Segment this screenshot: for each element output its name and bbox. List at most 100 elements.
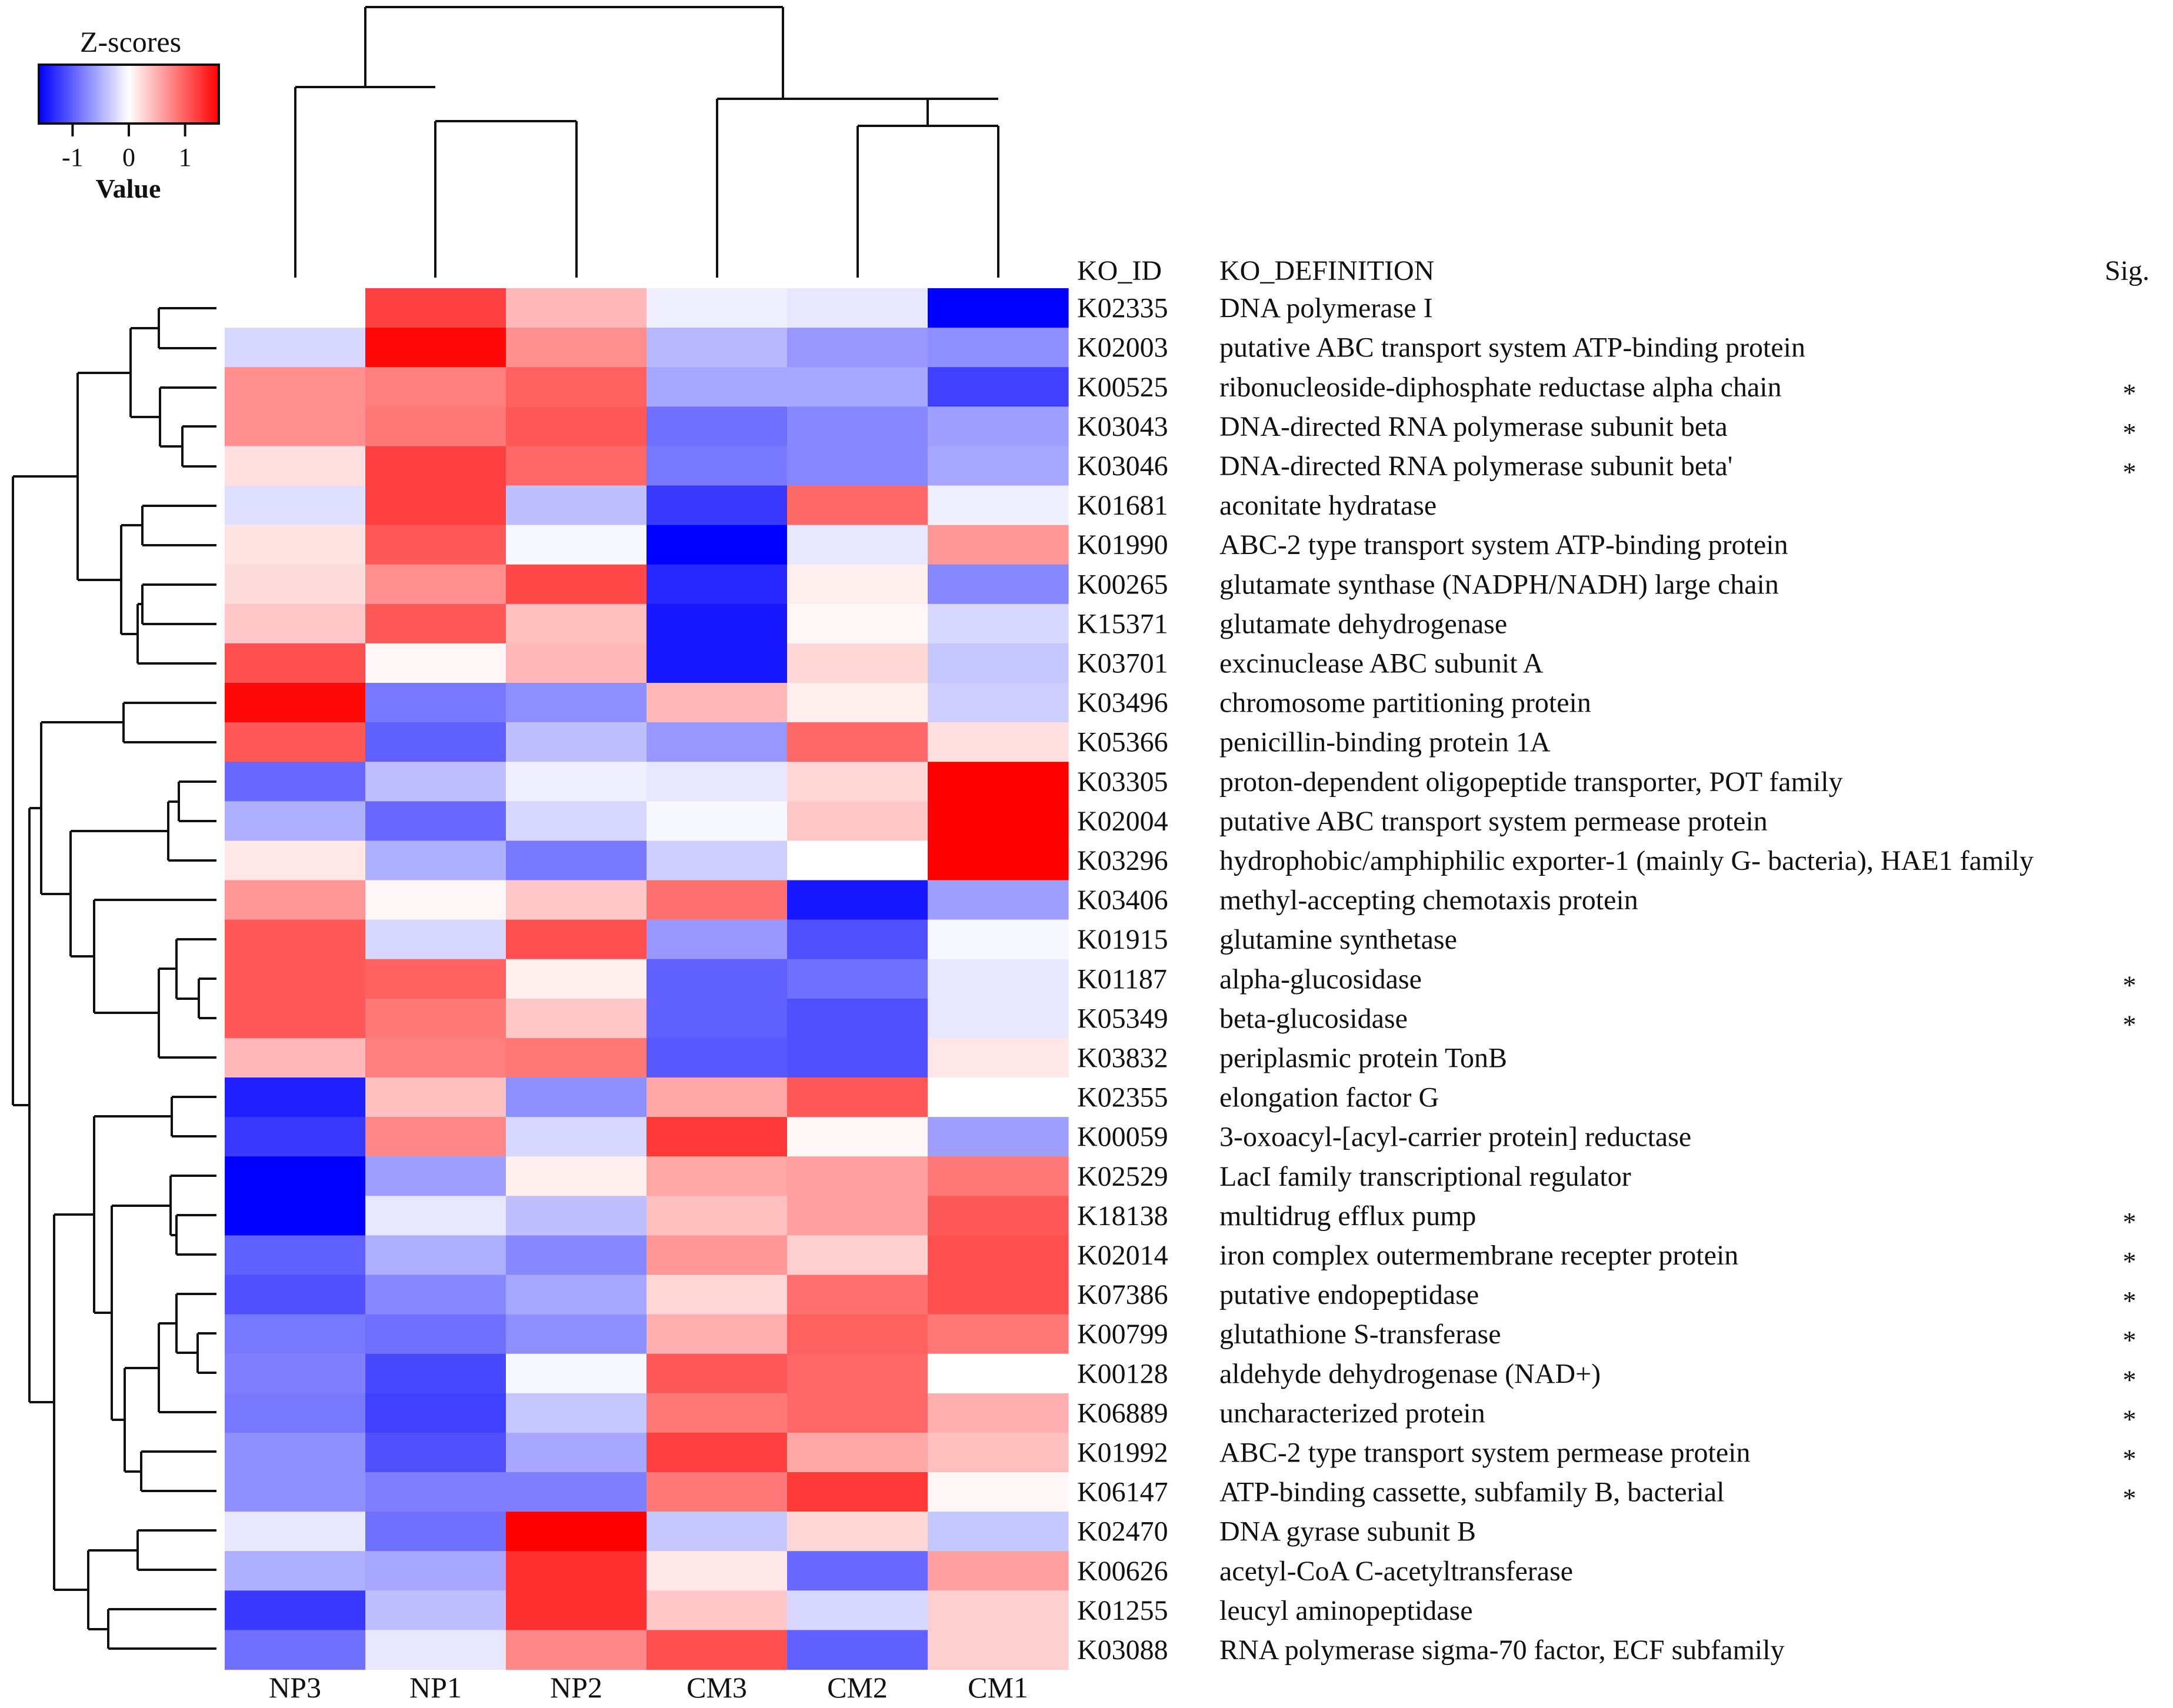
row-label-ko-definition: putative endopeptidase	[1219, 1279, 1479, 1310]
heatmap-cell-K00799-CM1	[928, 1314, 1069, 1355]
row-label-ko-id: K02355	[1077, 1082, 1168, 1113]
heatmap-cell-K06147-NP1	[365, 1472, 506, 1512]
heatmap-cell-K03305-CM1	[928, 762, 1069, 802]
heatmap-cell-K00265-CM3	[646, 564, 788, 605]
heatmap-cell-K03088-CM2	[787, 1630, 928, 1670]
row-label-ko-id: K06147	[1077, 1477, 1168, 1508]
column-label-CM3: CM3	[686, 1671, 747, 1704]
heatmap-cell-K03046-CM3	[646, 446, 788, 486]
heatmap-cell-K18138-NP2	[506, 1196, 647, 1236]
row-label-ko-id: K03088	[1077, 1634, 1168, 1666]
heatmap-cell-K03406-CM2	[787, 880, 928, 920]
heatmap-cell-K02335-NP2	[506, 288, 647, 328]
heatmap-cell-K00059-NP2	[506, 1117, 647, 1157]
column-labels: NP3 NP1 NP2 CM3 CM2 CM1	[269, 1671, 1028, 1704]
heatmap-cell-K03701-NP3	[225, 643, 366, 683]
heatmap-cell-K02470-NP2	[506, 1512, 647, 1552]
row-label-ko-definition: LacI family transcriptional regulator	[1219, 1161, 1631, 1192]
heatmap-cell-K05366-NP3	[225, 722, 366, 762]
significance-marker: *	[2123, 970, 2137, 1000]
heatmap-cell-K05366-NP2	[506, 722, 647, 762]
significance-marker: *	[2123, 1286, 2137, 1316]
heatmap-cell-K03496-CM3	[646, 683, 788, 723]
heatmap-cell-K02014-CM1	[928, 1235, 1069, 1276]
heatmap-cell-K05366-CM3	[646, 722, 788, 762]
heatmap-cell-K03296-CM2	[787, 840, 928, 881]
heatmap-cell-K00265-CM1	[928, 564, 1069, 605]
heatmap-cell-K03701-NP1	[365, 643, 506, 683]
heatmap-cell-K00626-NP2	[506, 1551, 647, 1591]
row-label-ko-id: K01915	[1077, 924, 1168, 955]
heatmap-cell-K18138-NP3	[225, 1196, 366, 1236]
heatmap-cell-K01187-NP1	[365, 959, 506, 999]
row-label-ko-definition: ABC-2 type transport system ATP-binding …	[1219, 529, 1788, 561]
heatmap-cell-K18138-NP1	[365, 1196, 506, 1236]
heatmap-cell-K01992-NP1	[365, 1432, 506, 1473]
heatmap-cell-K01187-CM2	[787, 959, 928, 999]
significance-marker: *	[2123, 378, 2137, 408]
significance-marker: *	[2123, 1325, 2137, 1355]
heatmap-cell-K06147-NP2	[506, 1472, 647, 1512]
heatmap-cell-K02470-CM3	[646, 1512, 788, 1552]
heatmap-cell-K03088-NP1	[365, 1630, 506, 1670]
heatmap-cell-K03088-NP3	[225, 1630, 366, 1670]
row-label-ko-definition: aconitate hydratase	[1219, 490, 1437, 521]
row-label-ko-definition: glutamate synthase (NADPH/NADH) large ch…	[1219, 569, 1779, 600]
heatmap-cell-K01915-CM3	[646, 919, 788, 960]
significance-marker: *	[2123, 1207, 2137, 1237]
heatmap-cell-K02529-NP2	[506, 1156, 647, 1196]
heatmap-cell-K05349-NP3	[225, 998, 366, 1039]
heatmap-cell-K01915-NP2	[506, 919, 647, 960]
row-label-ko-id: K07386	[1077, 1279, 1168, 1310]
heatmap-cell-K01990-CM3	[646, 525, 788, 565]
heatmap-cell-K01681-NP1	[365, 485, 506, 526]
row-dendrogram	[12, 307, 216, 1650]
heatmap-cell-K05349-CM2	[787, 998, 928, 1039]
heatmap-cell-K03496-NP3	[225, 683, 366, 723]
heatmap-cell-K03088-CM3	[646, 1630, 788, 1670]
heatmap-cells	[225, 288, 1069, 1670]
row-label-ko-definition: proton-dependent oligopeptide transporte…	[1219, 766, 1843, 798]
heatmap-cell-K01255-NP1	[365, 1590, 506, 1630]
heatmap-cell-K00128-NP3	[225, 1353, 366, 1394]
heatmap-cell-K03701-CM2	[787, 643, 928, 683]
row-label-ko-id: K00128	[1077, 1358, 1168, 1389]
heatmap-cell-K01187-CM3	[646, 959, 788, 999]
heatmap-cell-K07386-NP2	[506, 1275, 647, 1315]
legend-axis-label: Value	[96, 174, 161, 204]
row-label-ko-id: K03296	[1077, 845, 1168, 876]
heatmap-cell-K15371-NP1	[365, 603, 506, 644]
heatmap-cell-K03406-NP3	[225, 880, 366, 920]
heatmap-cell-K01990-NP2	[506, 525, 647, 565]
heatmap-cell-K00799-CM3	[646, 1314, 788, 1355]
heatmap-cell-K01681-NP3	[225, 485, 366, 526]
heatmap-cell-K03496-CM2	[787, 683, 928, 723]
heatmap-cell-K03406-NP2	[506, 880, 647, 920]
heatmap-cell-K02335-NP1	[365, 288, 506, 328]
significance-marker: *	[2123, 1009, 2137, 1039]
row-label-ko-id: K03406	[1077, 885, 1168, 916]
row-label-ko-id: K18138	[1077, 1200, 1168, 1232]
row-label-ko-id: K03832	[1077, 1042, 1168, 1073]
column-label-NP2: NP2	[550, 1671, 602, 1704]
heatmap-cell-K00626-NP1	[365, 1551, 506, 1591]
row-label-ko-id: K00265	[1077, 569, 1168, 600]
heatmap-cell-K03043-NP1	[365, 406, 506, 446]
row-label-ko-definition: putative ABC transport system permease p…	[1219, 806, 1768, 837]
row-label-ko-id: K01992	[1077, 1437, 1168, 1468]
row-label-ko-id: K03305	[1077, 766, 1168, 798]
heatmap-cell-K05349-NP1	[365, 998, 506, 1039]
row-label-ko-id: K02004	[1077, 806, 1168, 837]
heatmap-cell-K01990-NP1	[365, 525, 506, 565]
heatmap-cell-K02355-NP1	[365, 1077, 506, 1117]
heatmap-cell-K01915-CM2	[787, 919, 928, 960]
heatmap-cell-K00128-CM3	[646, 1353, 788, 1394]
heatmap-cell-K02355-NP2	[506, 1077, 647, 1117]
heatmap-cell-K02335-CM2	[787, 288, 928, 328]
legend-title: Z-scores	[80, 25, 181, 58]
heatmap-cell-K00059-CM3	[646, 1117, 788, 1157]
heatmap-cell-K01992-CM1	[928, 1432, 1069, 1473]
row-label-ko-id: K01255	[1077, 1595, 1168, 1626]
heatmap-cell-K02014-NP3	[225, 1235, 366, 1276]
